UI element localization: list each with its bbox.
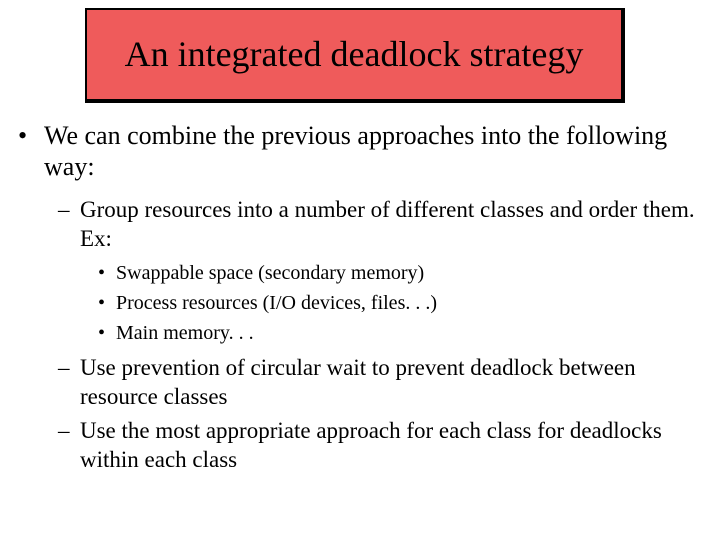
bullet-level-3: • Process resources (I/O devices, files.… <box>98 290 702 316</box>
dash-icon: – <box>58 354 80 383</box>
bullet-dot-icon: • <box>98 320 116 346</box>
bullet-l2-text: Use the most appropriate approach for ea… <box>80 417 702 475</box>
bullet-level-2: – Use prevention of circular wait to pre… <box>58 354 702 412</box>
bullet-l3-text: Swappable space (secondary memory) <box>116 260 424 286</box>
bullet-l3-text: Process resources (I/O devices, files. .… <box>116 290 437 316</box>
dash-icon: – <box>58 417 80 446</box>
bullet-dot-icon: • <box>18 120 44 151</box>
bullet-level-1: • We can combine the previous approaches… <box>18 120 702 182</box>
bullet-l2-text: Use prevention of circular wait to preve… <box>80 354 702 412</box>
bullet-level-2: – Use the most appropriate approach for … <box>58 417 702 475</box>
bullet-l3-text: Main memory. . . <box>116 320 254 346</box>
bullet-dot-icon: • <box>98 290 116 316</box>
slide-body: • We can combine the previous approaches… <box>18 120 702 481</box>
bullet-l3-group: • Swappable space (secondary memory) • P… <box>98 260 702 346</box>
bullet-dot-icon: • <box>98 260 116 286</box>
bullet-l1-text: We can combine the previous approaches i… <box>44 120 702 182</box>
slide-title: An integrated deadlock strategy <box>125 34 584 75</box>
bullet-l2-text: Group resources into a number of differe… <box>80 196 702 254</box>
bullet-l2-group: – Group resources into a number of diffe… <box>58 196 702 475</box>
slide-title-box: An integrated deadlock strategy <box>85 8 625 103</box>
bullet-level-3: • Main memory. . . <box>98 320 702 346</box>
dash-icon: – <box>58 196 80 225</box>
bullet-level-3: • Swappable space (secondary memory) <box>98 260 702 286</box>
bullet-level-2: – Group resources into a number of diffe… <box>58 196 702 254</box>
